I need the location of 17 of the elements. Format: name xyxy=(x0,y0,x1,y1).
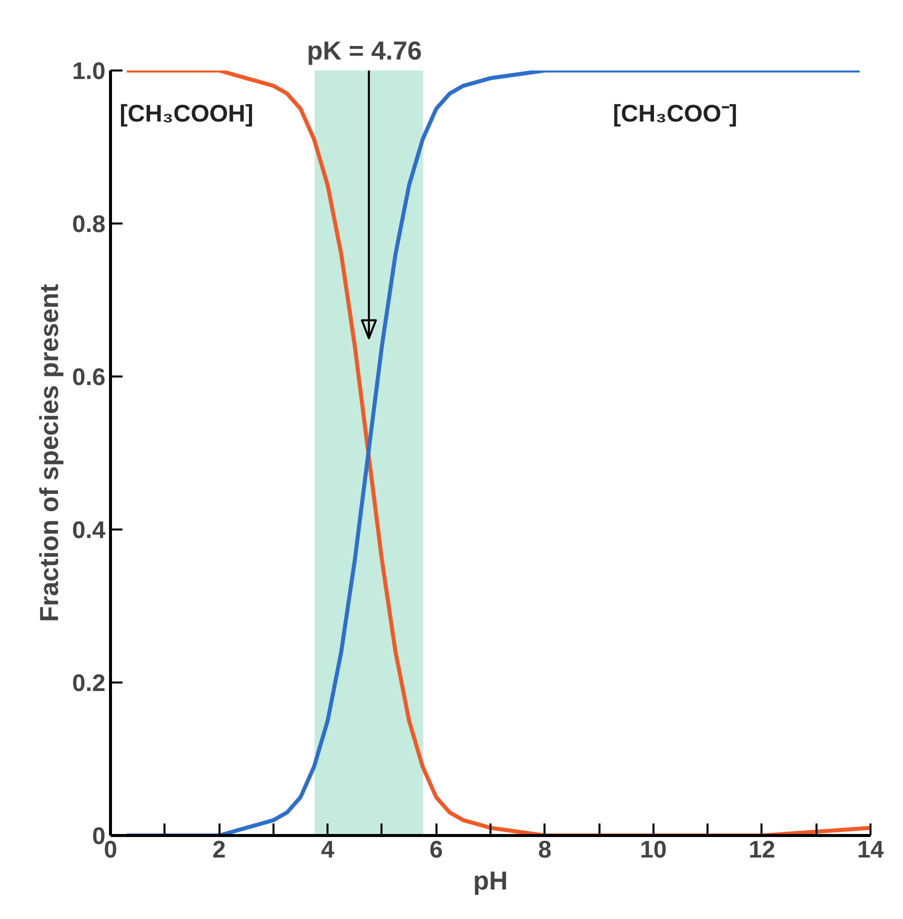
series-label: [CH₃COO⁻] xyxy=(612,100,738,128)
x-tick-label: 6 xyxy=(430,836,443,864)
x-tick-label: 8 xyxy=(538,836,552,864)
x-tick-label: 12 xyxy=(748,836,776,864)
x-tick-label: 10 xyxy=(640,836,667,864)
y-tick-label: 1.0 xyxy=(72,58,106,85)
x-tick-label: 14 xyxy=(857,836,884,864)
x-tick-label: 4 xyxy=(320,836,335,864)
y-tick-label: 0.4 xyxy=(72,517,106,544)
ref-line-label: pK = 4.76 xyxy=(306,36,422,66)
x-axis-title: pH xyxy=(473,866,508,896)
x-tick-label: 2 xyxy=(212,836,226,864)
y-tick-label: 0.6 xyxy=(72,364,106,391)
series-label: [CH₃COOH] xyxy=(120,100,254,128)
y-tick-label: 0.2 xyxy=(72,670,106,697)
y-axis-title: Fraction of species present xyxy=(34,284,64,622)
y-tick-label: 0.8 xyxy=(72,211,106,238)
